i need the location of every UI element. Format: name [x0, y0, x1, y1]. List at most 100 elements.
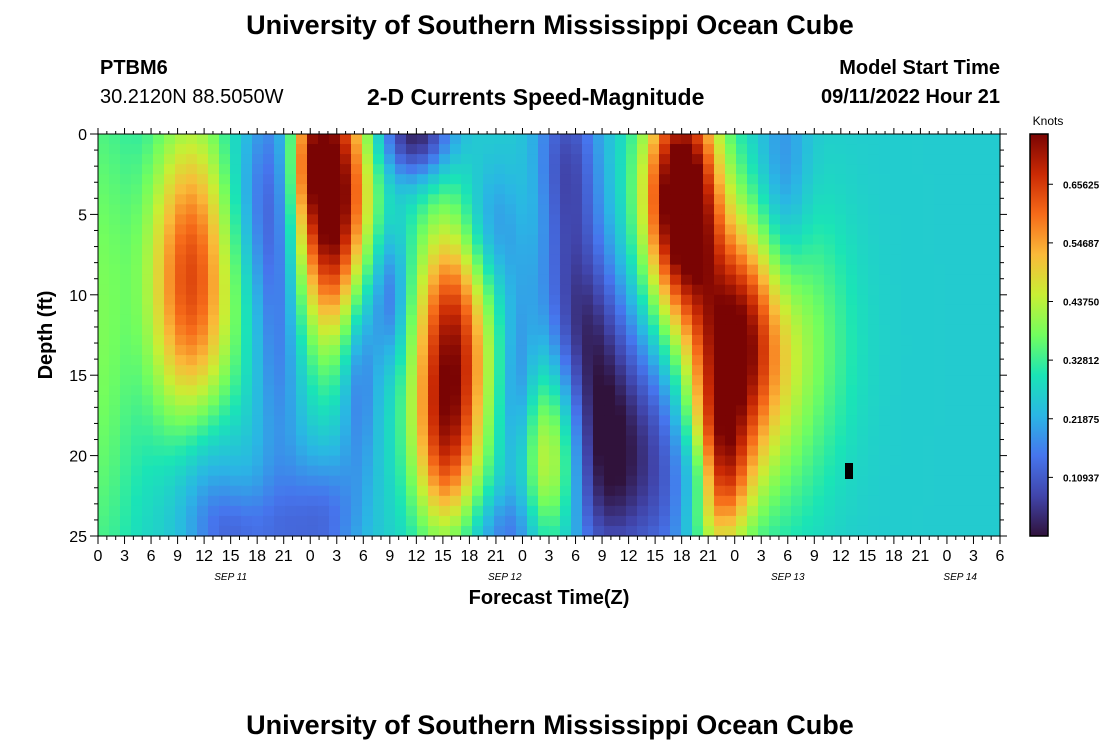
heatmap-cell	[153, 254, 165, 266]
heatmap-cell	[131, 314, 143, 326]
heatmap-cell	[890, 244, 902, 256]
heatmap-cell	[505, 445, 517, 457]
heatmap-cell	[670, 465, 682, 477]
heatmap-cell	[406, 465, 418, 477]
heatmap-cell	[978, 174, 990, 185]
heatmap-cell	[692, 314, 704, 326]
heatmap-cell	[351, 405, 363, 416]
heatmap-cell	[494, 324, 506, 336]
heatmap-cell	[230, 415, 242, 427]
heatmap-cell	[175, 284, 187, 296]
heatmap-cell	[340, 294, 352, 306]
heatmap-cell	[549, 445, 561, 457]
heatmap-cell	[802, 395, 814, 406]
heatmap-cell	[109, 194, 121, 205]
heatmap-cell	[725, 184, 737, 195]
heatmap-cell	[252, 465, 264, 477]
heatmap-cell	[439, 234, 451, 246]
heatmap-cell	[670, 385, 682, 396]
heatmap-cell	[373, 234, 385, 246]
heatmap-cell	[450, 244, 462, 256]
heatmap-cell	[714, 144, 726, 155]
heatmap-cell	[912, 224, 924, 236]
heatmap-cell	[582, 144, 594, 155]
heatmap-cell	[472, 435, 484, 447]
heatmap-cell	[901, 355, 913, 366]
heatmap-cell	[571, 264, 583, 276]
heatmap-cell	[615, 405, 627, 416]
heatmap-cell	[857, 274, 869, 286]
heatmap-cell	[285, 244, 297, 256]
heatmap-cell	[164, 244, 176, 256]
heatmap-cell	[582, 445, 594, 457]
heatmap-cell	[978, 365, 990, 376]
heatmap-cell	[538, 525, 550, 537]
heatmap-cell	[164, 485, 176, 497]
heatmap-cell	[813, 164, 825, 175]
heatmap-cell	[274, 335, 286, 346]
heatmap-cell	[879, 375, 891, 386]
heatmap-cell	[98, 455, 110, 467]
heatmap-cell	[989, 505, 1001, 517]
heatmap-cell	[263, 515, 275, 527]
heatmap-cell	[362, 505, 374, 517]
heatmap-cell	[989, 274, 1001, 286]
heatmap-cell	[593, 355, 605, 366]
heatmap-cell	[934, 154, 946, 165]
heatmap-cell	[439, 465, 451, 477]
heatmap-cell	[582, 294, 594, 306]
heatmap-cell	[901, 515, 913, 527]
heatmap-cell	[175, 445, 187, 457]
heatmap-cell	[626, 244, 638, 256]
heatmap-cell	[747, 455, 759, 467]
heatmap-cell	[296, 214, 308, 226]
heatmap-cell	[802, 224, 814, 236]
heatmap-cell	[978, 345, 990, 356]
heatmap-cell	[219, 194, 231, 205]
heatmap-cell	[450, 144, 462, 155]
heatmap-cell	[648, 475, 660, 487]
heatmap-cell	[791, 264, 803, 276]
heatmap-cell	[417, 455, 429, 467]
heatmap-cell	[186, 415, 198, 427]
heatmap-cell	[626, 174, 638, 185]
heatmap-cell	[857, 355, 869, 366]
heatmap-cell	[582, 335, 594, 346]
heatmap-cell	[791, 164, 803, 175]
heatmap-cell	[395, 345, 407, 356]
heatmap-cell	[362, 495, 374, 507]
heatmap-cell	[791, 204, 803, 215]
heatmap-cell	[241, 375, 253, 386]
heatmap-cell	[615, 525, 627, 537]
heatmap-cell	[780, 174, 792, 185]
heatmap-cell	[725, 515, 737, 527]
heatmap-cell	[879, 335, 891, 346]
heatmap-cell	[780, 345, 792, 356]
heatmap-cell	[219, 385, 231, 396]
heatmap-cell	[989, 154, 1001, 165]
heatmap-cell	[384, 505, 396, 517]
heatmap-cell	[362, 355, 374, 366]
heatmap-cell	[813, 214, 825, 226]
heatmap-cell	[615, 264, 627, 276]
heatmap-cell	[703, 194, 715, 205]
heatmap-cell	[296, 314, 308, 326]
heatmap-cell	[131, 324, 143, 336]
heatmap-cell	[780, 445, 792, 457]
heatmap-cell	[505, 284, 517, 296]
heatmap-cell	[329, 134, 341, 145]
heatmap-cell	[747, 214, 759, 226]
heatmap-cell	[109, 355, 121, 366]
heatmap-cell	[494, 405, 506, 416]
heatmap-cell	[780, 355, 792, 366]
heatmap-cell	[142, 244, 154, 256]
heatmap-cell	[296, 485, 308, 497]
heatmap-cell	[120, 495, 132, 507]
heatmap-cell	[131, 234, 143, 246]
heatmap-cell	[483, 355, 495, 366]
heatmap-cell	[989, 194, 1001, 205]
heatmap-cell	[120, 395, 132, 406]
heatmap-cell	[307, 475, 319, 487]
heatmap-cell	[395, 425, 407, 437]
heatmap-cell	[582, 214, 594, 226]
